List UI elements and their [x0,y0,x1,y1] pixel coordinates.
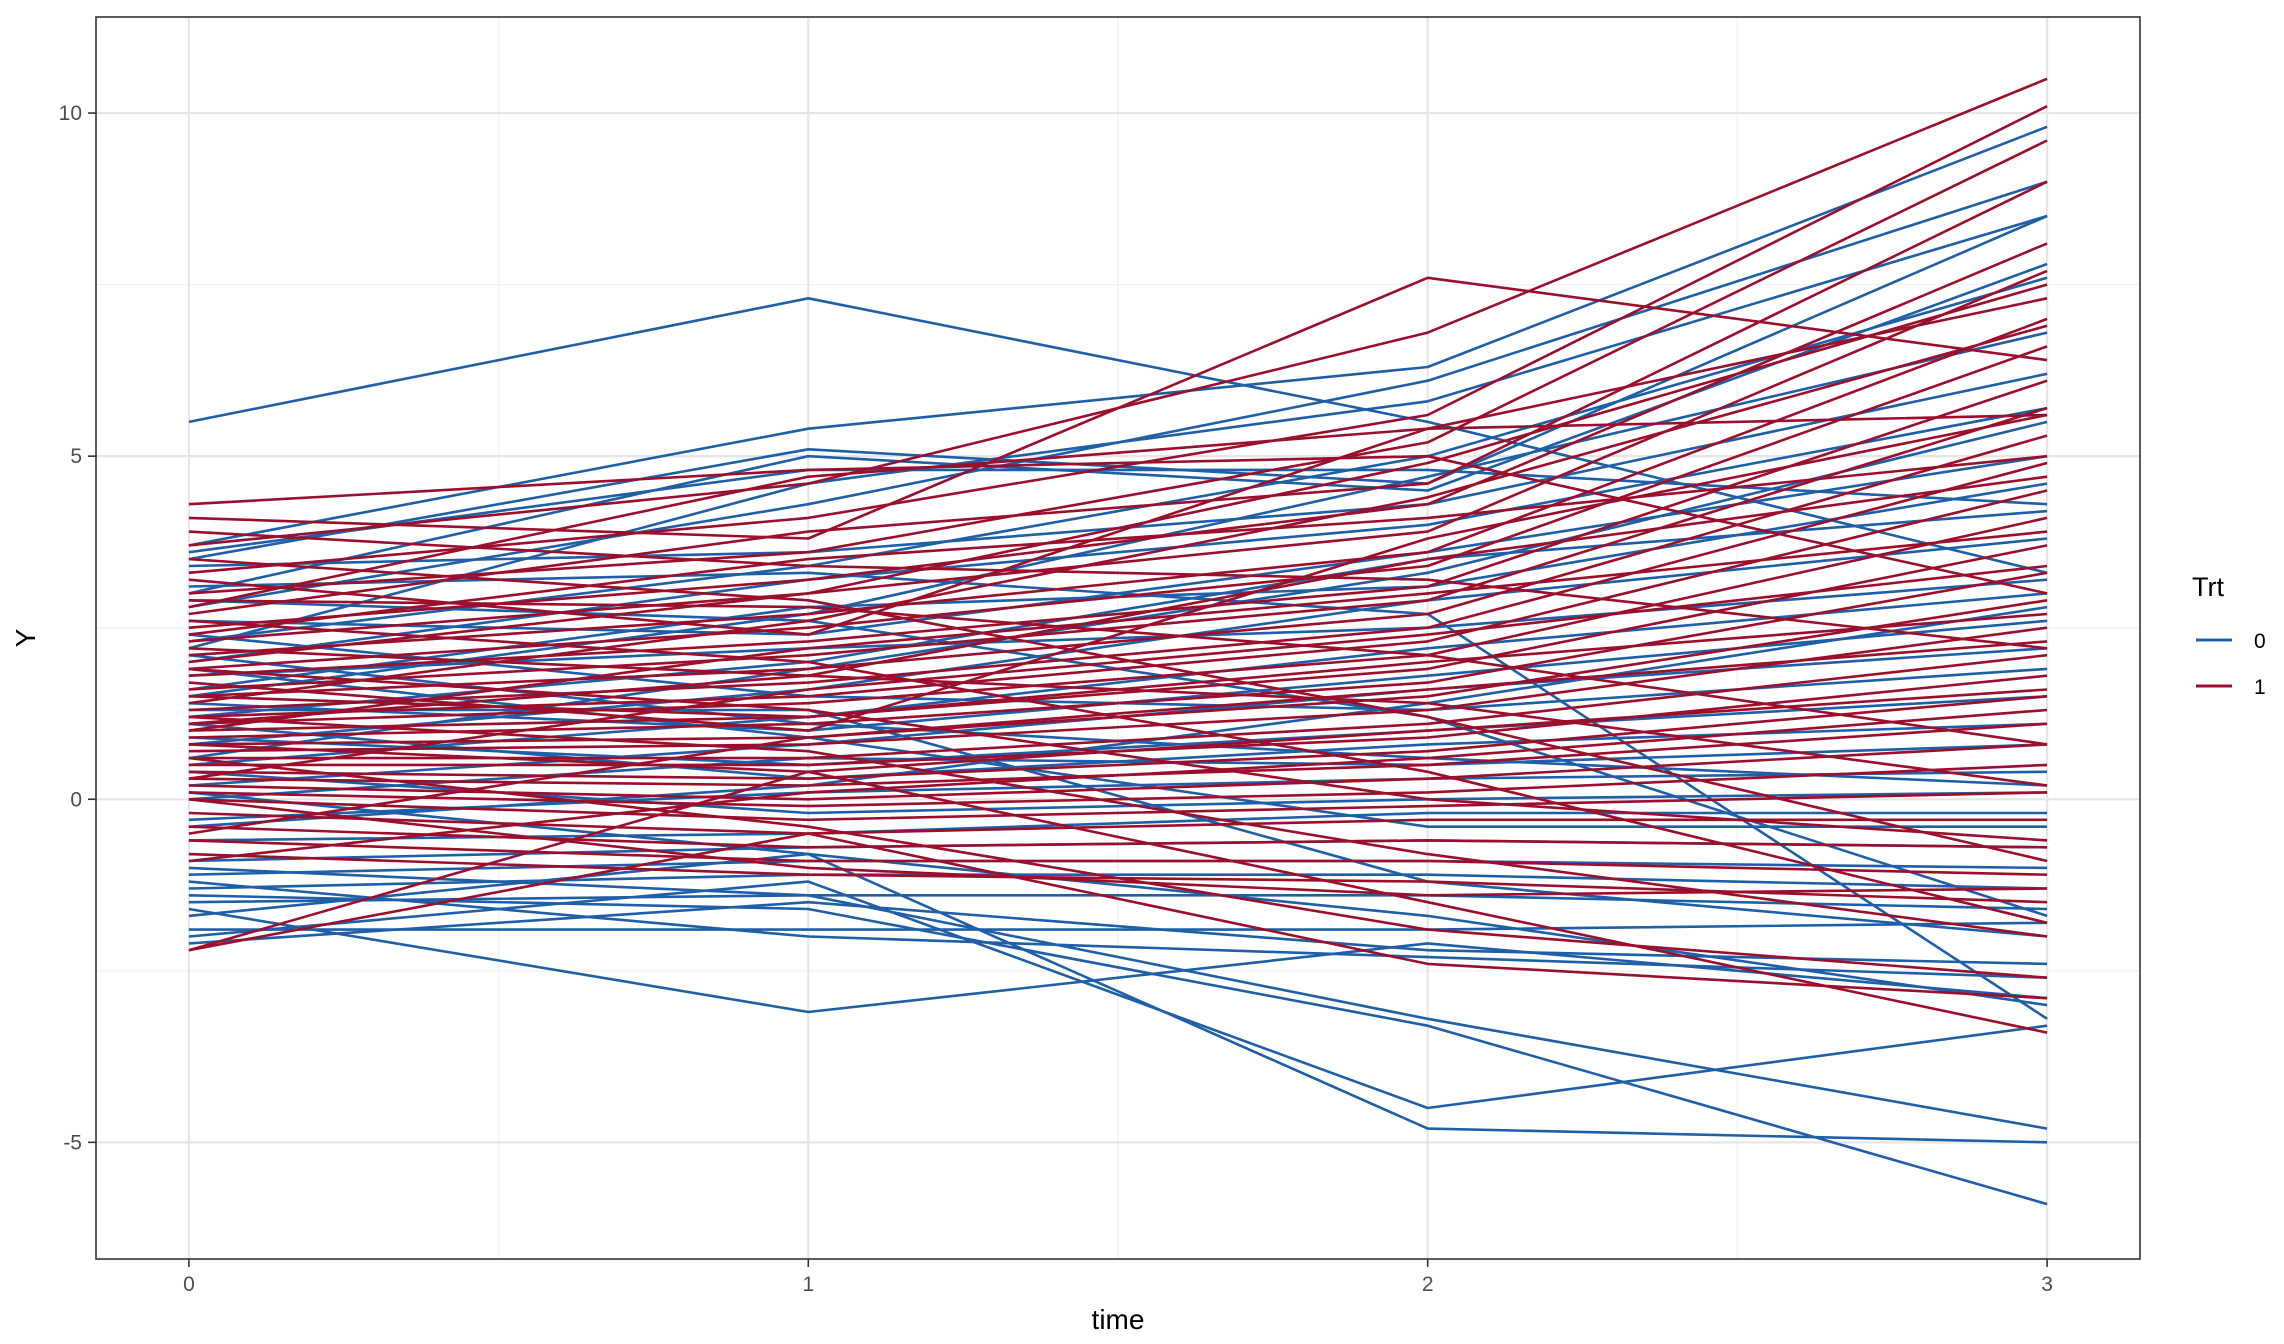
series-line-trt-1 [188,825,2048,849]
series-line-trt-1 [188,798,2048,897]
series-lines [188,77,2048,1206]
series-line-trt-1 [188,695,2048,781]
series-line-trt-1 [188,708,2048,863]
series-line-trt-1 [188,791,2048,822]
plot-panel-border [95,16,2141,1260]
series-line-trt-0 [188,743,2048,801]
series-line-trt-1 [188,77,2048,547]
series-line-trt-0 [188,852,2048,1144]
series-line-trt-1 [188,105,2048,575]
x-tick-label: 0 [183,1273,195,1296]
series-line-trt-0 [188,262,2048,595]
series-line-trt-1 [188,345,2048,671]
series-line-trt-1 [188,599,2048,746]
series-line-trt-0 [188,406,2048,664]
series-line-trt-0 [188,866,2048,1130]
series-line-trt-0 [188,880,2048,1110]
series-line-trt-0 [188,708,2048,938]
series-line-trt-1 [188,544,2048,732]
x-tick-label: 2 [1422,1273,1434,1296]
series-line-trt-0 [188,667,2048,829]
series-line-trt-1 [188,379,2048,677]
series-line-trt-1 [188,413,2048,609]
series-line-trt-1 [188,475,2048,678]
series-line-trt-1 [188,763,2048,808]
legend-label-0: 0 [2254,630,2266,653]
legend-label-1: 1 [2254,676,2266,699]
series-line-trt-1 [188,269,2048,643]
x-tick-label: 3 [2041,1273,2053,1296]
series-line-trt-1 [188,516,2048,726]
series-line-trt-0 [188,907,2048,1014]
series-line-trt-1 [188,674,2048,787]
series-line-trt-0 [188,331,2048,698]
y-axis: -5 0 5 10 [59,102,96,1154]
series-line-trt-1 [188,530,2048,650]
legend: Trt 0 1 [2192,572,2266,699]
series-line-trt-1 [188,434,2048,698]
series-line-trt-1 [188,640,2048,835]
series-line-trt-0 [188,894,2048,1206]
x-tick-label: 1 [802,1273,814,1296]
series-line-trt-1 [188,688,2048,774]
series-line-trt-1 [188,832,2048,1000]
series-line-trt-1 [188,454,2048,636]
series-line-trt-1 [188,297,2048,636]
x-axis-title: time [1092,1304,1145,1335]
series-line-trt-0 [188,893,2048,911]
series-line-trt-0 [188,605,2048,828]
series-line-trt-1 [188,770,2048,1034]
series-line-trt-1 [188,715,2048,938]
series-line-trt-1 [188,619,2048,925]
legend-title: Trt [2192,572,2224,602]
series-line-trt-1 [188,317,2048,657]
y-tick-label: 5 [70,445,82,468]
series-line-trt-1 [188,557,2048,863]
series-line-trt-0 [188,921,2048,931]
grid-lines [96,17,2140,1259]
series-line-trt-0 [188,214,2048,650]
series-line-trt-1 [188,626,2048,753]
series-line-trt-1 [188,461,2048,712]
x-axis: 0 1 2 3 [183,1259,2053,1296]
series-line-trt-0 [188,900,2048,966]
y-tick-label: -5 [63,1131,82,1154]
series-line-trt-1 [188,180,2048,616]
y-axis-title: Y [10,628,41,647]
series-line-trt-1 [188,839,2048,876]
y-tick-label: 0 [70,788,82,811]
series-line-trt-1 [188,406,2048,691]
series-line-trt-1 [188,571,2048,739]
series-line-trt-1 [188,283,2048,664]
series-line-trt-1 [188,756,2048,979]
series-line-trt-1 [188,667,2048,842]
y-tick-label: 10 [59,102,82,125]
